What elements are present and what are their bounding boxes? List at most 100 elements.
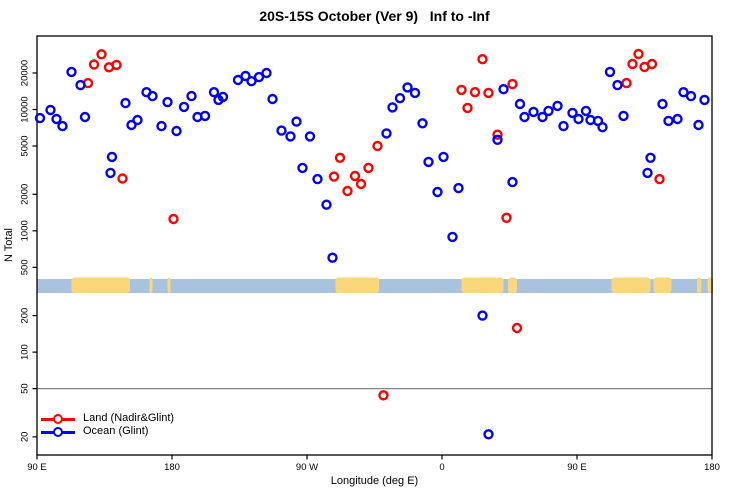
data-point-ocean xyxy=(402,82,413,93)
x-tick-label: 180 xyxy=(704,462,720,473)
x-axis-title: Longitude (deg E) xyxy=(330,475,419,487)
y-tick-label: 2000 xyxy=(20,184,31,205)
map-strip-land-segment xyxy=(149,277,153,293)
map-strip-land-segment xyxy=(697,277,702,293)
plot-border xyxy=(36,35,713,456)
data-point-ocean xyxy=(120,97,131,109)
x-tick-label: 90 E xyxy=(27,462,47,473)
data-point-land xyxy=(334,152,346,164)
data-point-ocean xyxy=(321,199,332,210)
y-tick-label: 5000 xyxy=(20,135,31,156)
data-point-land xyxy=(462,102,473,114)
data-point-ocean xyxy=(156,120,167,132)
data-point-ocean xyxy=(597,121,608,133)
data-point-ocean xyxy=(394,92,406,104)
data-point-ocean xyxy=(492,134,503,146)
data-point-ocean xyxy=(645,152,656,164)
data-point-land xyxy=(456,84,467,96)
data-point-land xyxy=(372,140,383,152)
data-point-ocean xyxy=(483,429,494,440)
data-point-land xyxy=(96,49,107,60)
data-point-ocean xyxy=(66,66,77,78)
data-point-ocean xyxy=(240,70,251,82)
data-point-land xyxy=(511,322,523,334)
data-point-ocean xyxy=(178,101,190,113)
data-point-ocean xyxy=(147,90,158,102)
data-point-land xyxy=(627,58,638,70)
data-point-land xyxy=(378,390,389,401)
data-point-ocean xyxy=(447,231,458,243)
y-tick-label: 200 xyxy=(20,308,31,324)
data-point-ocean xyxy=(381,128,392,139)
data-point-ocean xyxy=(685,90,697,102)
data-point-land xyxy=(363,162,374,174)
data-point-ocean xyxy=(75,79,86,91)
data-point-ocean xyxy=(79,111,91,123)
data-point-land xyxy=(646,58,658,70)
data-point-ocean xyxy=(105,167,116,179)
data-point-ocean xyxy=(51,113,62,125)
data-point-ocean xyxy=(612,79,623,91)
x-tick-label: 90 W xyxy=(296,462,318,473)
data-point-ocean xyxy=(327,252,338,263)
legend: Land (Nadir&Glint) Ocean (Glint) xyxy=(41,412,174,438)
data-point-ocean xyxy=(580,105,592,117)
legend-item-ocean: Ocean (Glint) xyxy=(41,425,174,438)
data-point-ocean xyxy=(291,116,302,127)
data-point-land xyxy=(342,185,353,197)
data-point-ocean xyxy=(162,96,173,108)
data-point-ocean xyxy=(267,93,278,105)
data-point-ocean xyxy=(132,114,143,126)
data-point-ocean xyxy=(642,167,653,179)
data-point-land xyxy=(654,173,665,185)
data-point-ocean xyxy=(208,86,220,98)
map-strip-land-segment xyxy=(71,277,130,293)
data-point-ocean xyxy=(417,118,428,129)
data-point-ocean xyxy=(423,156,434,168)
data-point-ocean xyxy=(387,102,398,113)
data-point-ocean xyxy=(514,98,526,110)
data-point-land xyxy=(88,59,100,70)
data-point-ocean xyxy=(57,120,68,132)
data-point-land xyxy=(117,173,128,184)
y-tick-label: 1000 xyxy=(20,220,31,241)
legend-label-ocean: Ocean (Glint) xyxy=(83,425,149,437)
data-point-land xyxy=(507,78,518,90)
data-point-land xyxy=(355,178,367,190)
map-strip-land-segment xyxy=(335,277,379,293)
data-point-ocean xyxy=(186,90,197,102)
ocean-series-marker-icon xyxy=(41,425,75,438)
data-point-ocean xyxy=(672,113,683,125)
y-tick-label: 20000 xyxy=(20,60,31,86)
data-point-ocean xyxy=(498,83,509,95)
data-point-ocean xyxy=(432,186,443,198)
data-point-ocean xyxy=(217,91,229,103)
y-tick-label: 100 xyxy=(20,344,31,360)
y-tick-label: 10000 xyxy=(20,96,31,122)
data-point-land xyxy=(349,170,361,182)
data-point-land xyxy=(633,48,644,60)
data-point-land xyxy=(492,129,503,140)
data-point-ocean xyxy=(699,94,710,106)
data-point-land xyxy=(469,86,481,98)
data-point-land xyxy=(168,213,179,225)
x-tick-label: 90 E xyxy=(567,462,587,473)
data-point-ocean xyxy=(232,74,244,86)
data-point-ocean xyxy=(537,111,548,123)
y-tick-label: 20 xyxy=(20,432,31,443)
y-tick-label: 500 xyxy=(20,259,31,275)
map-strip-land-segment xyxy=(461,277,504,293)
chart-title: 20S-15S October (Ver 9) Inf to -Inf xyxy=(259,8,490,24)
data-point-ocean xyxy=(663,115,674,127)
legend-label-land: Land (Nadir&Glint) xyxy=(83,412,175,424)
data-point-ocean xyxy=(567,107,578,119)
x-tick-label: 180 xyxy=(164,462,180,473)
data-point-ocean xyxy=(261,67,272,79)
data-point-ocean xyxy=(573,113,584,125)
data-point-ocean xyxy=(253,71,265,83)
map-strip-land-segment xyxy=(653,277,672,293)
data-point-ocean xyxy=(276,125,287,136)
data-point-ocean xyxy=(171,125,182,137)
data-point-ocean xyxy=(409,87,421,99)
